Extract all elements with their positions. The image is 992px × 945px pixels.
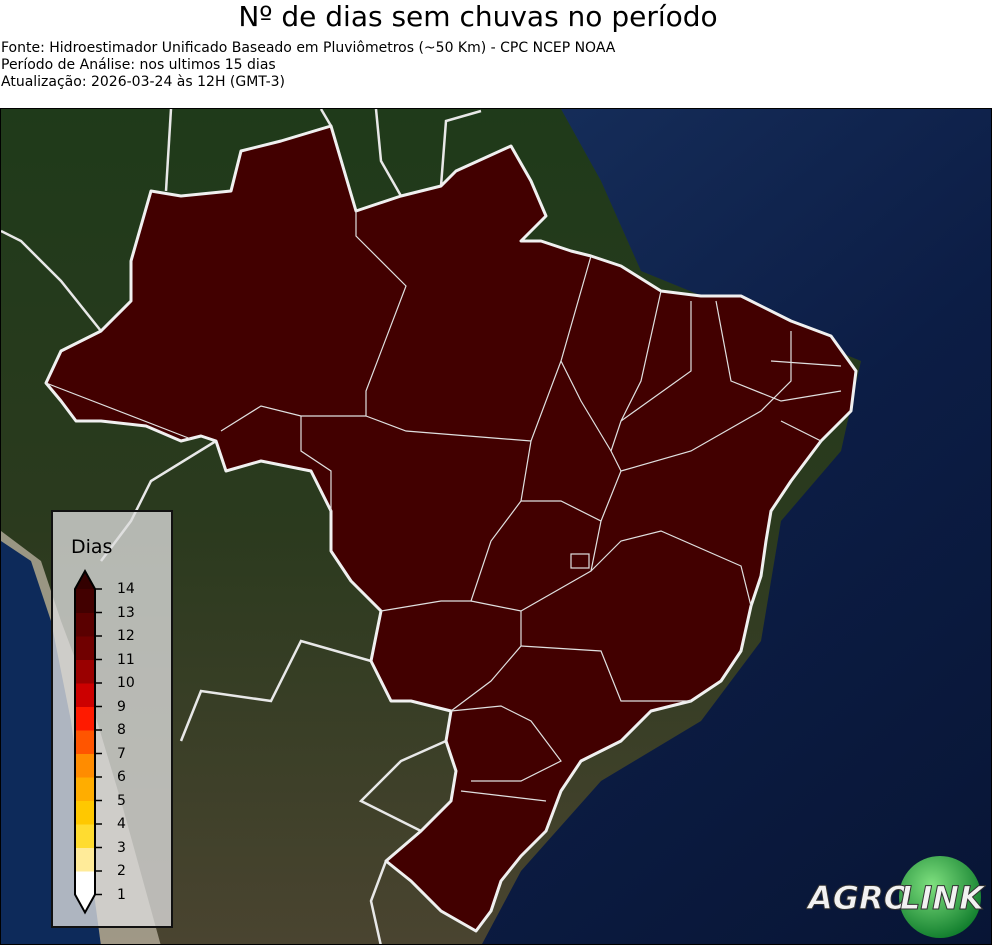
colorbar-tick-label: 8	[117, 722, 126, 738]
colorbar-tick-label: 10	[117, 675, 135, 691]
colorbar-segment	[75, 730, 95, 754]
logo-globe	[899, 856, 981, 938]
logo-text-link: LINK	[900, 879, 986, 917]
legend-title: Dias	[71, 536, 113, 558]
agrolink-logo: AGRO LINK	[805, 855, 987, 939]
colorbar-tick-label: 9	[117, 698, 126, 715]
colorbar-legend: Dias 1 2 3 4 5 6 7 8 9 10 11 12 13 14	[51, 510, 173, 928]
colorbar-tick-label: 6	[117, 769, 126, 785]
colorbar-segment	[75, 824, 95, 848]
update-text: Atualização: 2026-03-24 às 12H (GMT-3)	[1, 74, 285, 90]
colorbar-segment	[75, 706, 95, 731]
colorbar-segment	[75, 612, 95, 637]
colorbar-segment	[75, 777, 95, 801]
colorbar-segment	[75, 871, 95, 895]
colorbar-tick-label: 4	[117, 816, 126, 832]
colorbar-tick-label: 11	[117, 651, 135, 668]
source-text: Fonte: Hidroestimador Unificado Baseado …	[1, 40, 616, 56]
colorbar-segment	[75, 659, 95, 684]
colorbar-segment	[75, 589, 95, 613]
colorbar-segment	[75, 800, 95, 825]
state-borders	[45, 211, 842, 802]
colorbar-segment	[75, 847, 95, 872]
colorbar-over-arrow	[75, 571, 95, 589]
colorbar-tick-label: 3	[117, 839, 126, 856]
map-title: Nº de dias sem chuvas no período	[238, 0, 718, 33]
colorbar-tick-label: 2	[117, 863, 126, 879]
colorbar	[74, 568, 102, 915]
colorbar-segment	[75, 636, 95, 660]
colorbar-segment	[75, 753, 95, 778]
colorbar-tick-label: 14	[117, 581, 135, 597]
colorbar-tick-label: 12	[117, 628, 135, 644]
country-borders	[1, 109, 482, 944]
period-text: Período de Análise: nos ultimos 15 dias	[1, 57, 276, 73]
colorbar-tick-label: 7	[117, 745, 126, 762]
colorbar-tick-label: 1	[117, 886, 126, 903]
colorbar-tick-label: 5	[117, 792, 126, 809]
colorbar-segment	[75, 683, 95, 707]
colorbar-under-arrow	[75, 894, 95, 913]
logo-text-agro: AGRO	[806, 879, 911, 917]
colorbar-tick-label: 13	[117, 604, 135, 621]
